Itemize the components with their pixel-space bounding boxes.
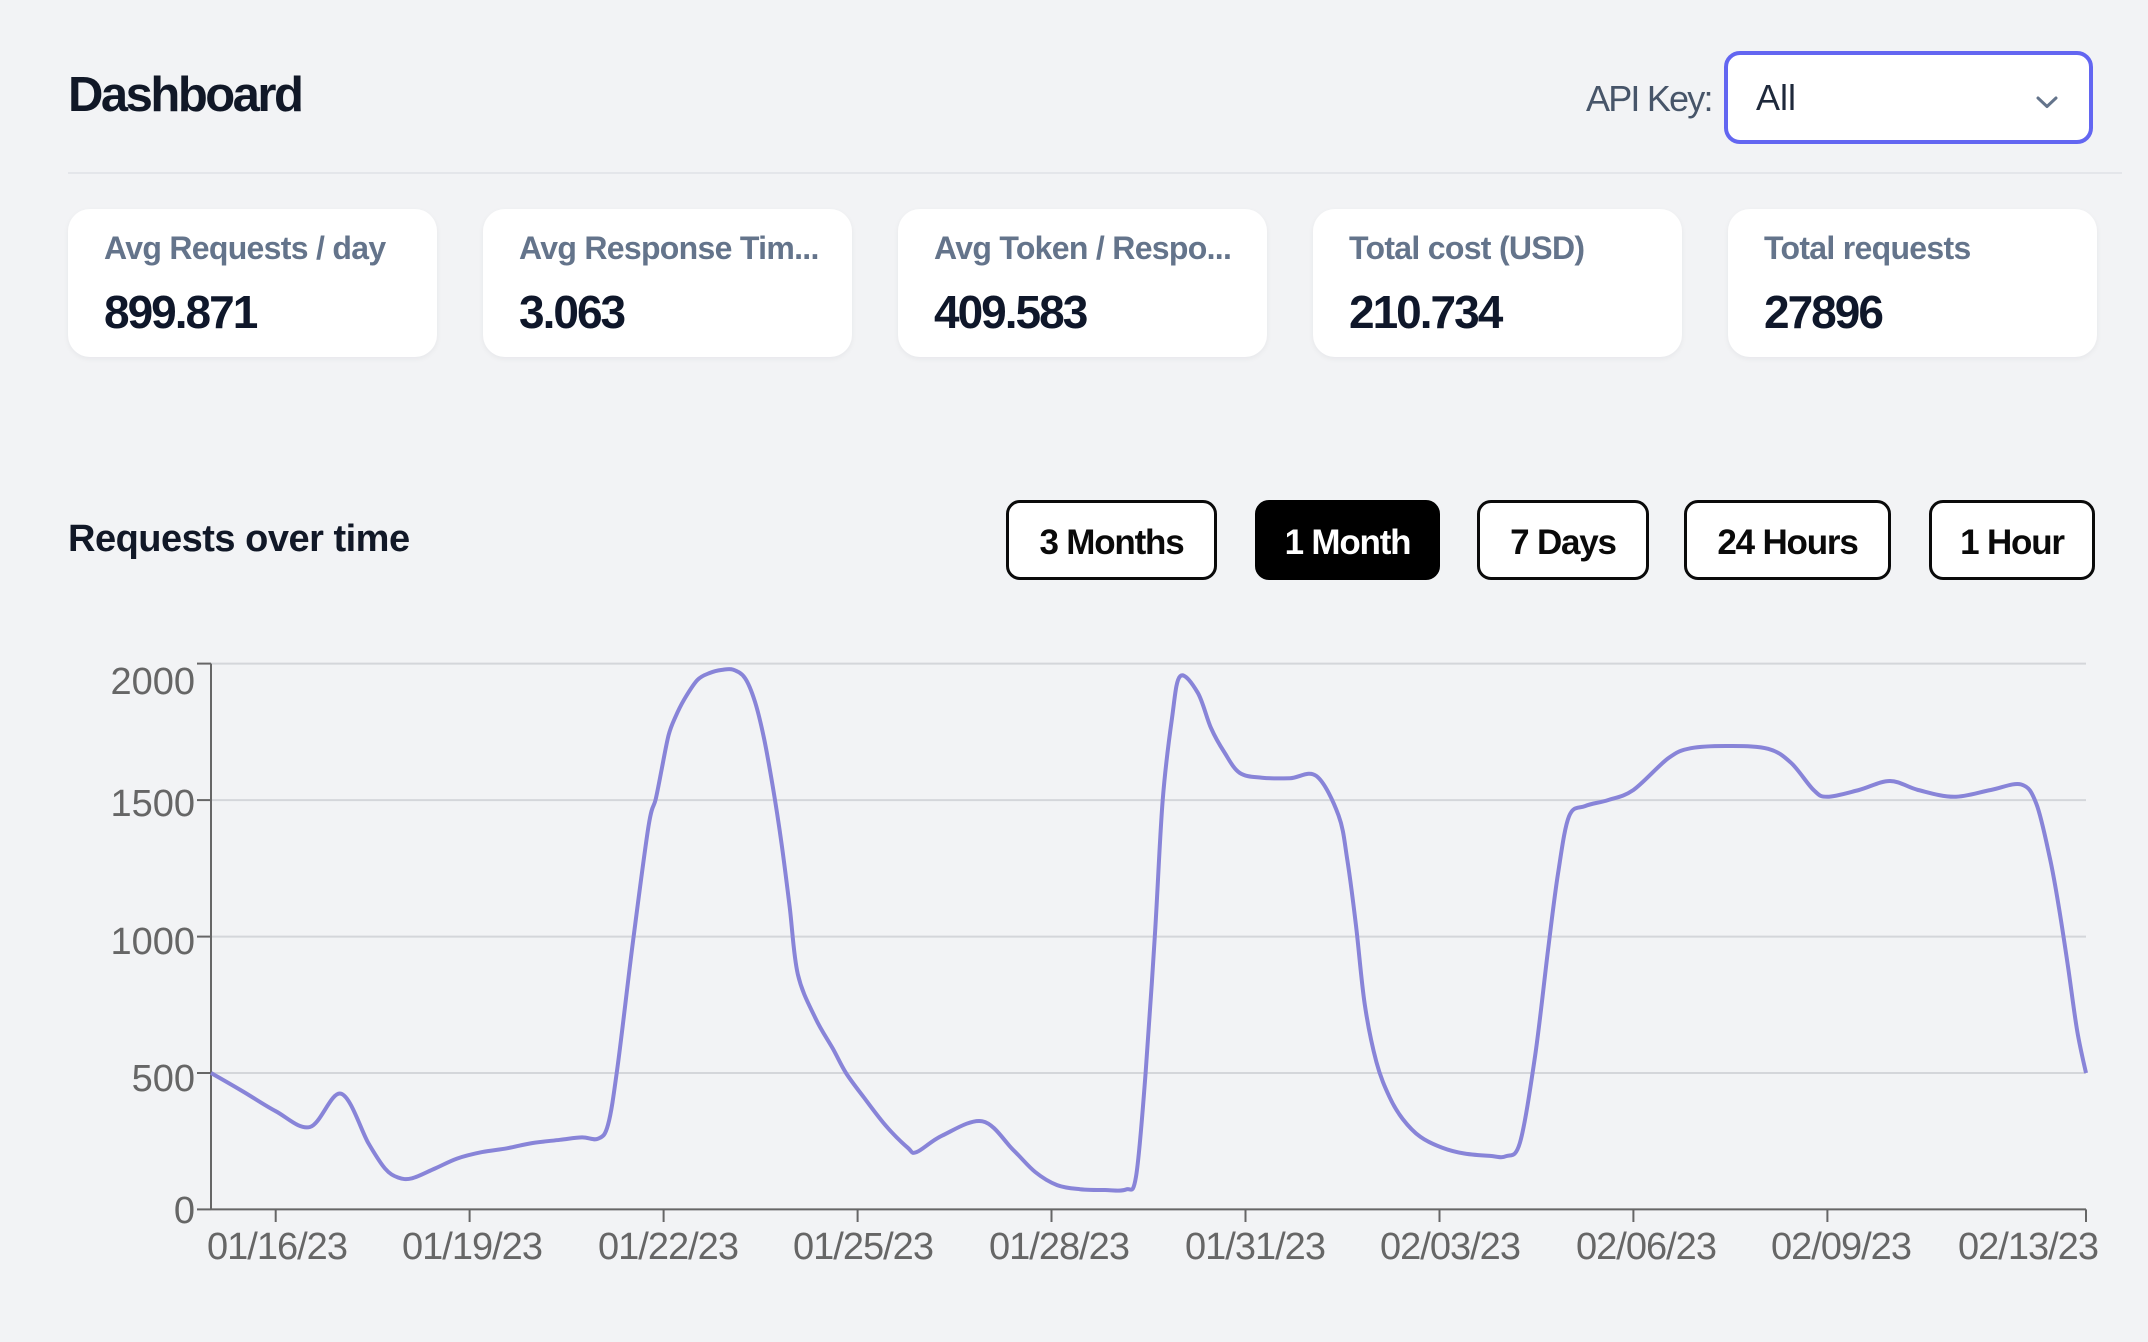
- svg-text:01/31/23: 01/31/23: [1185, 1226, 1325, 1268]
- svg-text:500: 500: [132, 1058, 195, 1100]
- svg-text:2000: 2000: [110, 661, 195, 703]
- svg-text:02/06/23: 02/06/23: [1576, 1226, 1716, 1268]
- svg-text:01/19/23: 01/19/23: [402, 1226, 542, 1268]
- svg-text:02/09/23: 02/09/23: [1771, 1226, 1911, 1268]
- svg-text:01/25/23: 01/25/23: [793, 1226, 933, 1268]
- svg-text:02/03/23: 02/03/23: [1380, 1226, 1520, 1268]
- svg-text:1000: 1000: [110, 921, 195, 963]
- svg-text:0: 0: [174, 1190, 195, 1232]
- svg-text:01/16/23: 01/16/23: [207, 1226, 347, 1268]
- svg-text:01/22/23: 01/22/23: [598, 1226, 738, 1268]
- svg-text:1500: 1500: [110, 783, 195, 825]
- svg-text:02/13/23: 02/13/23: [1958, 1226, 2098, 1268]
- svg-text:01/28/23: 01/28/23: [989, 1226, 1129, 1268]
